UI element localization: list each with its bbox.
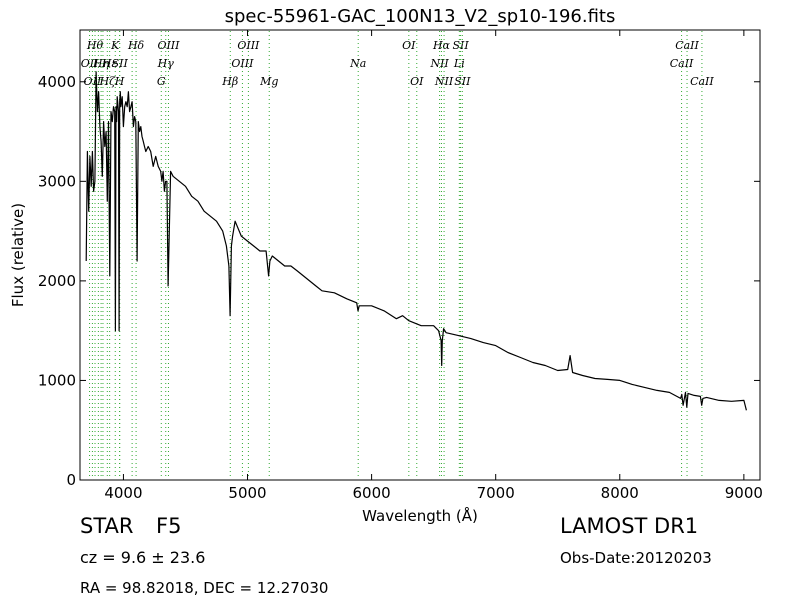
ra-dec-coordinates: RA = 98.82018, DEC = 12.27030 — [80, 579, 329, 597]
marker-label-16: Hβ — [221, 75, 238, 88]
x-tick-label-1: 5000 — [228, 484, 266, 502]
marker-label-26: SII — [452, 39, 469, 52]
marker-label-21: OI — [402, 39, 416, 52]
y-axis-label: Flux (relative) — [9, 203, 27, 307]
object-subclass: F5 — [156, 514, 182, 538]
y-tick-label-3: 3000 — [38, 172, 76, 190]
marker-label-20: Na — [349, 57, 366, 70]
marker-label-9: H — [114, 75, 125, 88]
spectrum-series — [85, 71, 747, 411]
plot-frame — [79, 29, 761, 481]
y-tick-label-0: 0 — [66, 471, 76, 489]
marker-label-2: Hθ — [86, 39, 104, 52]
marker-label-4: Hη — [92, 57, 110, 70]
redshift-cz: cz = 9.6 ± 23.6 — [80, 548, 206, 567]
x-tick-label-0: 4000 — [104, 484, 142, 502]
marker-label-27: SII — [454, 75, 471, 88]
chart-title: spec-55961-GAC_100N13_V2_sp10-196.fits — [225, 6, 616, 27]
spectrum-line-0 — [85, 71, 747, 411]
axis-ticks: 4000 5000 6000 7000 8000 9000 0 1000 2000 3000 400… — [38, 30, 763, 502]
marker-label-14: Hγ — [157, 57, 175, 70]
marker-label-15: OIII — [157, 39, 180, 52]
marker-label-23: NII — [429, 57, 449, 70]
marker-label-31: CaII — [690, 75, 714, 88]
x-tick-label-2: 6000 — [353, 484, 391, 502]
marker-label-25: NII — [434, 75, 454, 88]
marker-label-7: Hε — [101, 57, 118, 70]
marker-label-13: G — [157, 75, 166, 88]
observation-date: Obs-Date:20120203 — [560, 549, 712, 567]
y-tick-label-4: 4000 — [38, 73, 76, 91]
x-tick-label-5: 9000 — [725, 484, 763, 502]
marker-label-12: Hδ — [127, 39, 145, 52]
marker-label-29: CaII — [670, 57, 694, 70]
marker-label-28: Li — [453, 57, 465, 70]
x-tick-label-3: 7000 — [477, 484, 515, 502]
x-tick-label-4: 8000 — [601, 484, 639, 502]
marker-label-1: OII — [84, 75, 102, 88]
survey-name: LAMOST DR1 — [560, 514, 699, 538]
x-axis-label: Wavelength (Å) — [362, 506, 478, 525]
marker-label-17: OIII — [231, 57, 254, 70]
marker-label-8: K — [110, 39, 120, 52]
marker-label-30: CaII — [675, 39, 699, 52]
marker-label-0: OII — [81, 57, 99, 70]
y-tick-label-2: 2000 — [38, 272, 76, 290]
marker-label-24: Hα — [432, 39, 451, 52]
marker-label-6: Hζ — [99, 75, 117, 88]
y-tick-label-1: 1000 — [38, 371, 76, 389]
marker-label-10: SII — [112, 57, 129, 70]
marker-label-18: OIII — [237, 39, 260, 52]
object-class: STAR — [80, 514, 134, 538]
marker-label-22: OI — [410, 75, 424, 88]
marker-label-19: Mg — [259, 75, 278, 88]
